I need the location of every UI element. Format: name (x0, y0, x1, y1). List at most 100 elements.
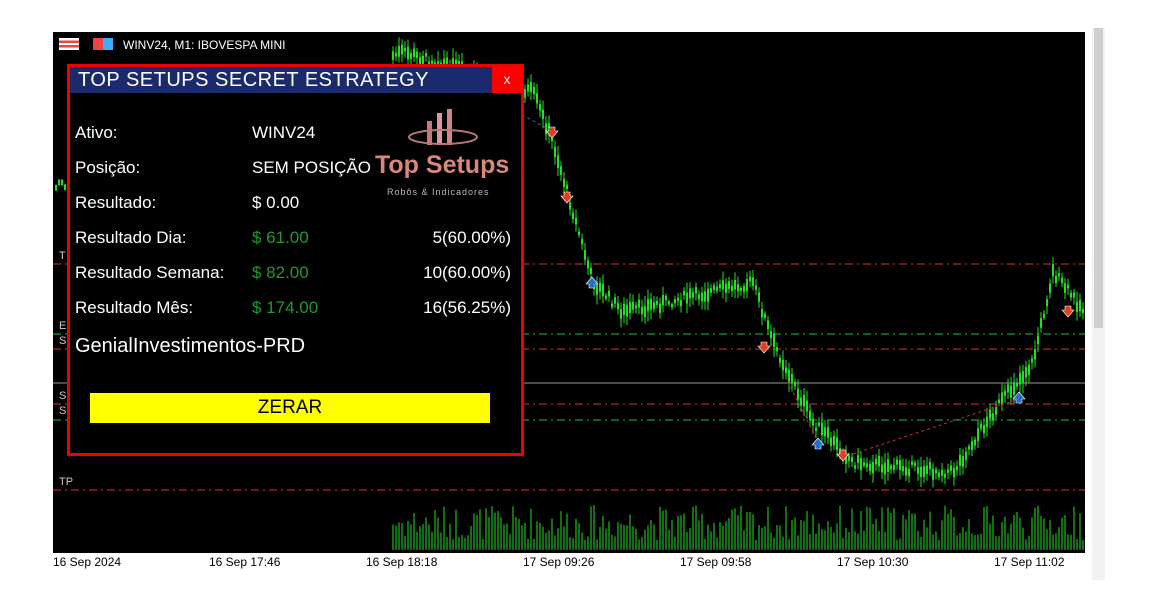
candle-body (422, 55, 424, 66)
candle-body (524, 89, 526, 98)
candle-body (959, 454, 961, 466)
candle-body (677, 297, 679, 301)
candle-body (827, 427, 829, 438)
candle-body (557, 155, 559, 168)
chart-list-icon[interactable] (59, 38, 79, 50)
row-count: 10(60.00%) (423, 263, 511, 282)
candle-body (704, 291, 706, 302)
candle-body (851, 457, 853, 462)
candle-body (845, 453, 847, 464)
candle-body (1055, 275, 1057, 284)
candle-body (992, 413, 994, 420)
row-label: Resultado Semana: (75, 263, 225, 282)
candle-body (863, 462, 865, 466)
candle-body (419, 57, 421, 65)
candle-body (794, 381, 796, 387)
candle-body (782, 359, 784, 371)
candle-body (686, 292, 688, 304)
candle-body (800, 397, 802, 406)
trade-line (852, 398, 1020, 455)
strategy-panel: TOP SETUPS SECRET ESTRATEGY x Top Setups… (67, 64, 524, 456)
candle-body (893, 465, 895, 470)
candle-body (710, 288, 712, 293)
time-axis: 16 Sep 2024 16 Sep 17:46 16 Sep 18:18 17… (53, 552, 1085, 573)
candle-body (785, 367, 787, 374)
candle-body (791, 374, 793, 383)
candle-body (650, 298, 652, 310)
buy-arrow-icon (1012, 391, 1026, 404)
row-value: SEM POSIÇÃO (252, 158, 372, 177)
candle-body (683, 290, 685, 296)
candle-body (824, 427, 826, 437)
time-tick: 16 Sep 18:18 (366, 555, 438, 569)
row-label: Resultado: (75, 193, 157, 212)
candle-body (755, 285, 757, 290)
candle-body (1010, 385, 1012, 398)
candle-body (953, 467, 955, 478)
buy-arrow-icon (585, 276, 599, 289)
candle-body (566, 184, 568, 190)
candle-body (854, 465, 856, 469)
candle-body (962, 456, 964, 467)
candle-body (668, 301, 670, 305)
candle-body (875, 458, 877, 465)
candle-body (611, 303, 613, 308)
trading-icon[interactable] (93, 38, 113, 50)
candle-body (1007, 384, 1009, 393)
candle-body (746, 278, 748, 292)
candle-body (1043, 313, 1045, 318)
candle-body (590, 267, 592, 274)
candle-body (575, 217, 577, 225)
candle-body (596, 284, 598, 295)
close-button[interactable]: x (492, 67, 522, 93)
candle-body (983, 424, 985, 434)
scrollbar-thumb[interactable] (1094, 28, 1103, 328)
candle-body (932, 468, 934, 480)
candle-body (911, 461, 913, 465)
candle-body (1076, 301, 1078, 313)
candle-body (407, 46, 409, 60)
time-tick: 16 Sep 2024 (53, 555, 122, 569)
candle-body (680, 300, 682, 307)
zerar-button[interactable]: ZERAR (90, 393, 490, 423)
candle-body (902, 466, 904, 472)
candle-body (1082, 309, 1084, 314)
candle-body (716, 286, 718, 291)
candle-body (545, 123, 547, 135)
candle-body (767, 320, 769, 330)
buy-arrow-icon (811, 437, 825, 450)
candle-body (899, 460, 901, 471)
candle-body (608, 290, 610, 297)
row-value: $ 61.00 (252, 228, 309, 247)
candle-body (665, 295, 667, 301)
candle-body (599, 282, 601, 292)
level-label: E (59, 320, 67, 332)
candle-body (815, 427, 817, 431)
chart-canvas (53, 37, 1085, 550)
candle-body (965, 451, 967, 460)
candle-body (896, 459, 898, 465)
candle-body (836, 437, 838, 451)
candle-body (1058, 273, 1060, 277)
candle-body (740, 288, 742, 292)
top-setups-logo: Top Setups Robôs & Indicadores (375, 107, 515, 207)
candle-body (560, 166, 562, 175)
candle-body (821, 422, 823, 436)
candle-body (731, 285, 733, 291)
candle-body (413, 48, 415, 57)
candle-body (584, 250, 586, 260)
candle-body (713, 285, 715, 290)
candle-body (764, 313, 766, 319)
candle-body (1001, 392, 1003, 404)
candle-body (404, 47, 406, 52)
candle-body (1046, 299, 1048, 307)
candle-body (701, 292, 703, 302)
candle-body (938, 472, 940, 478)
time-tick: 17 Sep 11:02 (994, 555, 1065, 569)
candle-body (674, 299, 676, 304)
candle-body (695, 287, 697, 294)
row-value: $ 174.00 (252, 298, 319, 317)
candle-body (830, 437, 832, 446)
candle-body (1052, 264, 1054, 277)
candle-body (818, 422, 820, 426)
